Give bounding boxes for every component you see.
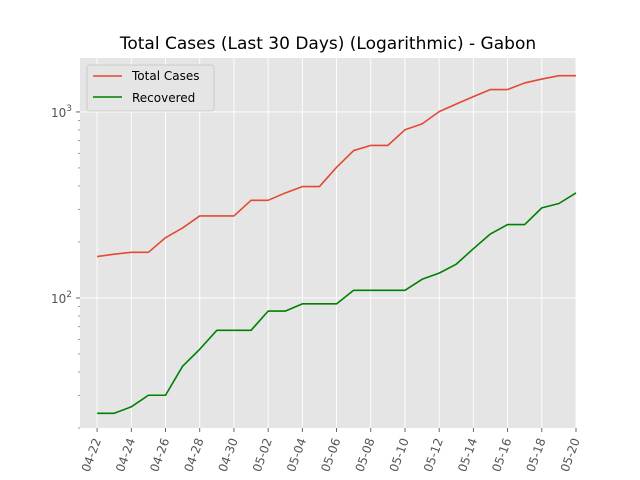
series-line-total-cases [96,74,576,258]
y-axis: 102 103 [51,104,80,429]
series-line-recovered [97,192,577,415]
y-tick-label: 103 [51,104,72,120]
legend-label-recovered: Recovered [132,91,195,105]
chart-title: Total Cases (Last 30 Days) (Logarithmic)… [119,34,536,54]
plot-area [80,58,576,428]
series-lines [96,74,577,415]
legend-label-total-cases: Total Cases [131,69,199,83]
grid-lines [80,58,577,428]
y-tick-label: 102 [51,290,72,306]
legend: Total Cases Recovered [86,64,215,112]
